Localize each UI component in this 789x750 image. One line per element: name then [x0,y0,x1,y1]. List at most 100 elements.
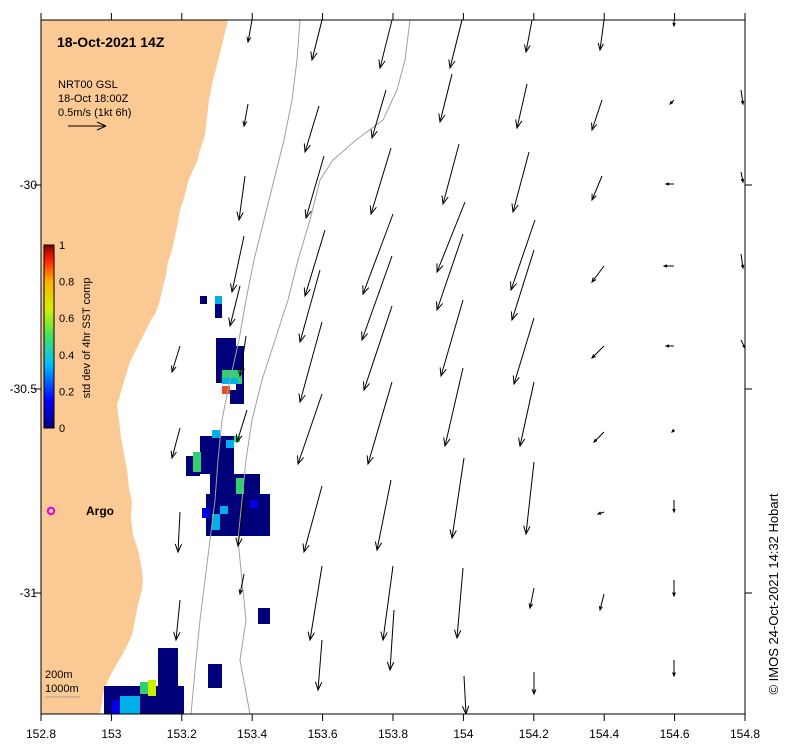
current-arrow-icon [230,235,245,294]
sst-cell [212,430,220,438]
current-arrow-icon [523,461,535,536]
isobath-1000m [237,20,411,714]
sst-cell [226,440,234,448]
current-arrow-icon [436,201,466,274]
current-arrow-icon [298,269,321,344]
land-mass [41,20,228,714]
colorbar-tick: 0.4 [59,350,74,362]
argo-float: Argo [46,504,114,518]
current-arrow-icon [374,479,392,552]
current-arrow-icon [597,20,605,52]
sst-cell [202,508,210,518]
current-arrow-icon [671,428,676,433]
current-arrow-icon [510,219,536,292]
sst-cell [258,608,270,624]
current-arrow-icon [297,393,323,466]
current-arrow-icon [441,143,460,206]
sst-cell [148,680,156,696]
lat-tick-label: -31 [20,586,38,600]
current-arrow-icon [304,155,325,220]
current-arrow-icon [531,672,537,696]
sst-cell [236,478,244,494]
current-arrow-icon [669,99,675,105]
current-arrow-icon [664,182,674,186]
current-arrow-icon [235,409,248,444]
argo-marker-icon [46,506,56,516]
colorbar-tick: 1 [59,240,65,252]
colorbar-tick: 0.2 [59,386,74,398]
current-arrow-icon [246,20,253,44]
current-arrow-icon [173,599,181,642]
sst-cell [215,304,222,318]
current-arrow-icon [593,431,605,443]
lon-tick-labels: 152.8 153 153.2 153.4 153.6 153.8 154 15… [26,727,760,741]
current-arrow-icon [524,20,533,54]
current-arrow-icon [298,321,323,404]
lon-tick-label: 154.2 [519,727,549,741]
current-arrow-icon [439,299,464,378]
current-arrow-icon [238,573,245,596]
current-time-label: 18-Oct 18:00Z [58,93,129,105]
sst-cell [222,386,230,394]
sst-cell [193,452,201,472]
colorbar: 1 0.8 0.6 0.4 0.2 0 std dev of 4hr SST c… [43,240,93,435]
current-arrow-icon [443,367,464,448]
current-arrow-icon [370,89,387,140]
current-arrow-icon [454,567,464,640]
current-arrow-icon [242,103,249,128]
current-arrow-icon [528,587,535,610]
current-arrow-icon [310,20,323,62]
current-arrow-icon [591,175,603,202]
current-arrow-icon [380,565,394,642]
colorbar-gradient [43,244,55,429]
current-arrow-icon [366,381,393,466]
current-arrow-icon [461,675,470,714]
lon-tick-label: 153.8 [378,727,408,741]
current-source-label: NRT00 GSL [58,79,118,91]
current-arrow-icon [303,229,326,298]
lon-tick-label: 153.2 [167,727,197,741]
current-arrow-icon [170,427,181,460]
current-arrow-icon [386,609,395,672]
contour-legend-1000m: 1000m [45,683,79,695]
current-scale-label: 0.5m/s (1kt 6h) [58,107,131,119]
current-arrow-icon [307,565,323,642]
current-arrow-icon [591,345,605,359]
sst-stddev-patches [104,296,270,714]
current-arrow-icon [672,500,676,514]
colorbar-label: std dev of 4hr SST comp [81,278,93,399]
current-arrow-icon [662,264,674,268]
sst-cell [262,520,270,536]
contour-legend-200m: 200m [45,669,73,681]
current-arrow-icon [512,317,535,386]
current-arrow-icon [515,83,528,130]
current-arrow-icon [598,593,605,612]
sst-cell [250,500,258,508]
current-arrow-icon [303,105,320,154]
lat-tick-labels: -30 -30.5 -31 [10,178,38,600]
lon-tick-label: 152.8 [26,727,56,741]
current-arrow-icon [236,175,246,222]
current-arrow-icon [362,213,394,296]
current-arrow-icon [449,457,465,540]
current-arrow-icon [510,249,535,322]
axis-ticks [34,13,752,721]
lat-tick-label: -30.5 [10,382,38,396]
current-arrow-icon [228,285,241,328]
sst-cell [230,390,244,404]
imos-credit: © IMOS 24-Oct-2021 14:32 Hobart [766,493,781,694]
lon-tick-label: 153 [101,727,121,741]
sst-cell [200,296,207,304]
lon-tick-label: 153.6 [308,727,338,741]
current-arrow-icon [591,99,603,132]
sst-cell [220,506,228,514]
current-arrow-icon [672,20,676,28]
current-arrow-icon [438,73,453,124]
current-arrow-icon [511,151,530,214]
isobath-200m [190,20,301,714]
argo-label: Argo [86,504,114,518]
sst-cell [215,296,222,304]
current-arrow-icon [672,660,676,678]
current-arrow-icon [237,335,247,378]
